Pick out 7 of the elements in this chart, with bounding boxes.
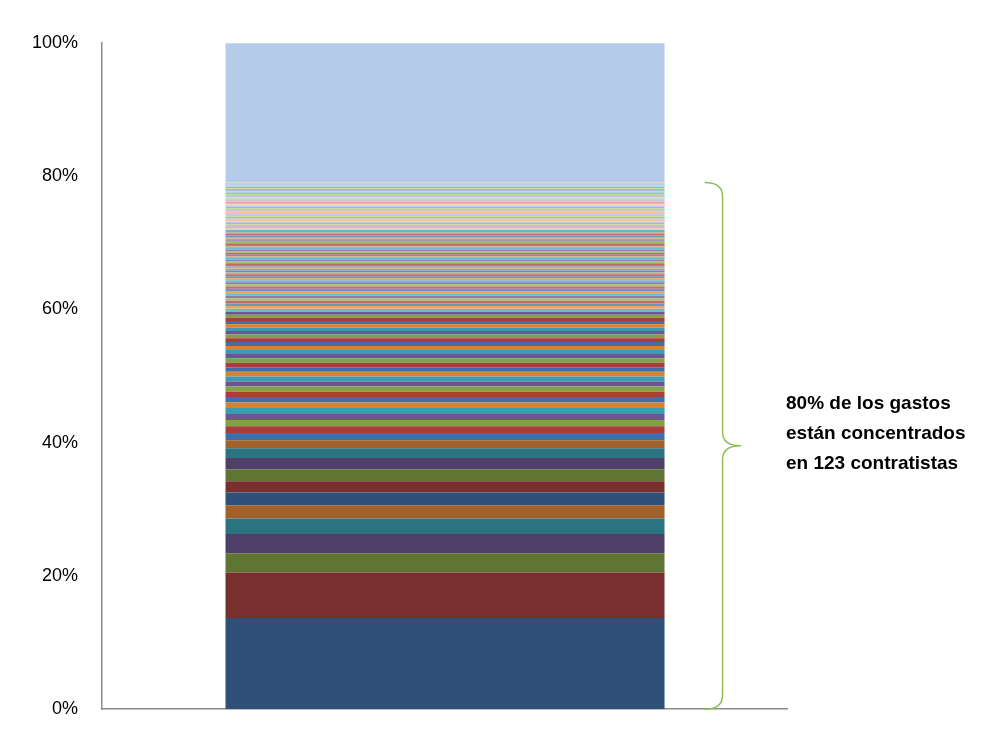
text: 80% de los gastos están concentrados en 123 contratistas	[786, 391, 967, 475]
y-tick-label: 40%	[42, 431, 79, 452]
y-tick-label: 20%	[42, 564, 79, 585]
y-tick-label: 100%	[31, 31, 79, 52]
y-tick-label: 60%	[42, 298, 79, 319]
y-tick-label: 0%	[52, 698, 79, 719]
y-tick-label: 80%	[42, 165, 79, 186]
